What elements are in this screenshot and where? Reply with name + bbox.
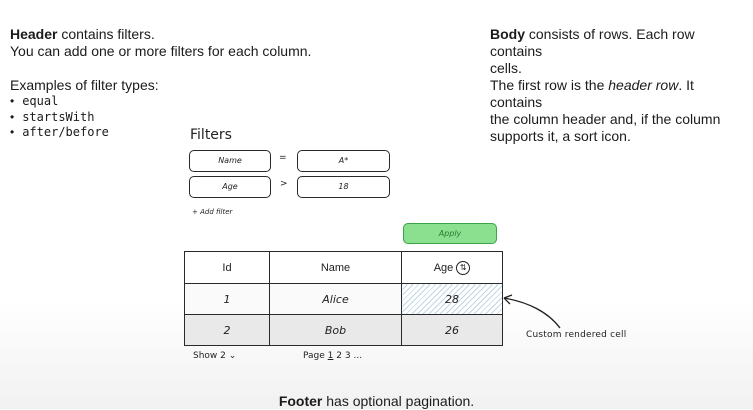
filter-field-age[interactable]: Age <box>189 176 271 198</box>
filter-type-item: startsWith <box>10 110 340 126</box>
cell-id: 1 <box>184 283 270 315</box>
sort-icon[interactable]: ⇅ <box>456 260 471 275</box>
filter-types-list: equal startsWith after/before <box>10 94 340 141</box>
cell-name: Bob <box>269 314 402 346</box>
page-size-select[interactable]: Show 2 ⌄ <box>193 351 237 361</box>
page-link-current[interactable]: 1 <box>327 351 334 361</box>
examples-title: Examples of filter types: <box>10 77 159 93</box>
annotation-arrow <box>503 294 561 329</box>
filter-value-age[interactable]: 18 <box>297 176 390 198</box>
footer-keyword: Footer <box>278 393 323 409</box>
filters-title: Filters <box>190 127 232 143</box>
header-row: Id Name Age ⇅ <box>184 251 503 284</box>
filter-value-name[interactable]: A* <box>297 150 390 172</box>
column-header-name: Name <box>269 251 402 284</box>
filter-operator: = <box>279 153 287 163</box>
cell-name: Alice <box>269 283 402 315</box>
custom-cell-annotation: Custom rendered cell <box>526 330 627 340</box>
page-link[interactable]: 3 <box>344 351 351 361</box>
header-description: Header contains filters. You can add one… <box>10 26 340 141</box>
data-table: Id Name Age ⇅ 1 Alice 28 2 Bob 26 <box>184 251 503 346</box>
column-header-age: Age ⇅ <box>401 251 503 284</box>
header-description-line2: You can add one or more filters for each… <box>10 43 312 59</box>
chevron-down-icon: ⌄ <box>225 351 237 361</box>
body-keyword: Body <box>490 26 525 42</box>
cell-id: 2 <box>184 314 270 346</box>
header-row-term: header row <box>608 77 679 93</box>
add-filter-link[interactable]: + Add filter <box>192 208 233 216</box>
table-row: 2 Bob 26 <box>184 314 503 346</box>
filter-field-name[interactable]: Name <box>189 150 271 172</box>
pagination: Page 1 2 3 ... <box>303 351 362 361</box>
header-keyword: Header <box>10 26 58 42</box>
body-description: Body consists of rows. Each row contains… <box>490 26 721 144</box>
footer-description: Footer has optional pagination. <box>278 393 475 409</box>
header-description-line1: Header contains filters. <box>10 26 155 42</box>
page-link[interactable]: 2 <box>336 351 343 361</box>
apply-button[interactable]: Apply <box>403 223 497 244</box>
filter-operator: > <box>280 179 288 189</box>
cell-age: 26 <box>401 314 503 346</box>
column-header-id: Id <box>184 251 270 284</box>
custom-rendered-cell: 28 <box>401 283 503 315</box>
table-row: 1 Alice 28 <box>184 283 503 315</box>
filter-type-item: after/before <box>10 125 340 141</box>
page-label: Page <box>303 351 325 361</box>
filter-type-item: equal <box>10 94 340 110</box>
page-ellipsis: ... <box>353 351 363 361</box>
